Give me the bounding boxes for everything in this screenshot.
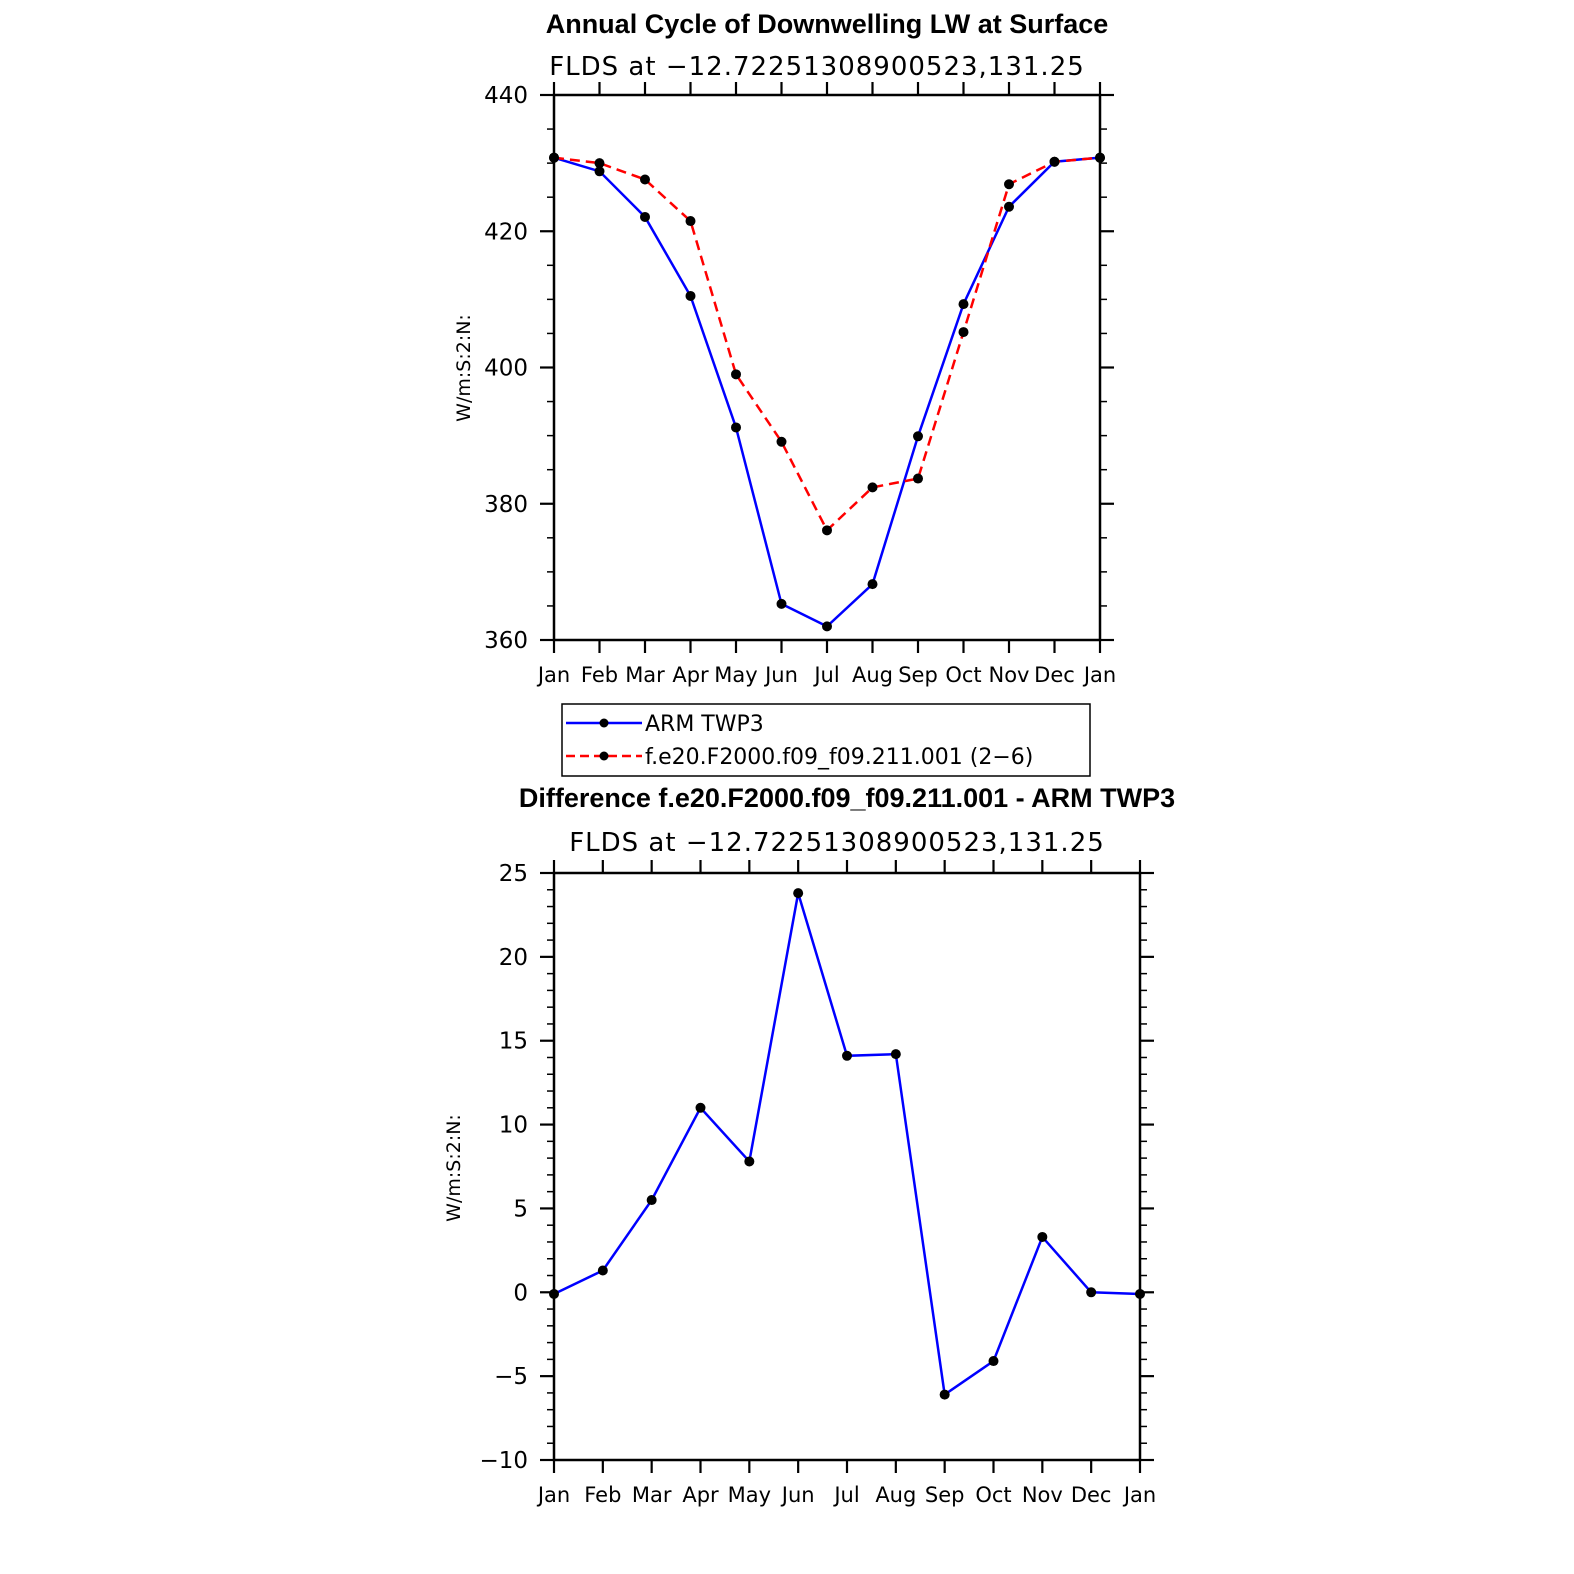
- data-point: [793, 888, 804, 899]
- data-point: [744, 1156, 755, 1167]
- x-tick-label: Feb: [581, 663, 618, 687]
- data-point: [1049, 156, 1060, 167]
- x-tick-label: Aug: [852, 663, 893, 687]
- y-tick-label: 25: [499, 861, 528, 887]
- data-point: [1135, 1288, 1145, 1299]
- data-point: [822, 525, 832, 536]
- x-tick-label: Apr: [682, 1483, 719, 1507]
- data-point: [1086, 1287, 1097, 1298]
- data-point: [822, 621, 832, 632]
- x-tick-label: Jan: [1122, 1483, 1156, 1507]
- y-tick-label: 420: [484, 219, 528, 245]
- x-tick-label: Feb: [584, 1483, 621, 1507]
- x-tick-label: Dec: [1034, 663, 1075, 687]
- plot-frame: [552, 871, 1142, 1462]
- x-tick-label: Mar: [632, 1483, 672, 1507]
- data-point: [549, 152, 559, 163]
- x-tick-label: Jan: [536, 1483, 570, 1507]
- x-tick-label: Mar: [625, 663, 665, 687]
- x-tick-label: Jun: [780, 1483, 815, 1507]
- y-tick-label: 0: [513, 1280, 528, 1306]
- data-point: [958, 299, 969, 310]
- x-tick-label: Jan: [536, 663, 570, 687]
- data-point: [913, 431, 923, 442]
- chart-subtitle: FLDS at −12.72251308900523,131.25: [569, 828, 1105, 858]
- data-point: [913, 473, 923, 484]
- y-tick-label: 380: [484, 492, 528, 518]
- x-tick-label: Aug: [875, 1483, 916, 1507]
- chart-title: Annual Cycle of Downwelling LW at Surfac…: [546, 9, 1109, 39]
- data-point: [1095, 152, 1105, 163]
- series-line: [553, 892, 1141, 1397]
- data-point: [890, 1049, 901, 1060]
- data-point: [867, 579, 878, 590]
- x-tick-label: Sep: [898, 663, 938, 687]
- data-point: [594, 166, 605, 177]
- data-point: [640, 211, 650, 222]
- x-tick-label: Oct: [945, 663, 981, 687]
- y-tick-label: 15: [499, 1029, 528, 1055]
- x-tick-label: May: [728, 1483, 771, 1507]
- legend-label-model: f.e20.F2000.f09_f09.211.001 (2−6): [645, 745, 1033, 770]
- series-line: [553, 156, 1101, 628]
- data-point: [988, 1356, 999, 1367]
- y-tick-label: −5: [494, 1364, 528, 1390]
- x-tick-label: Sep: [925, 1483, 965, 1507]
- y-tick-label: 400: [484, 356, 528, 382]
- legend-marker-arm: [599, 718, 609, 728]
- data-point: [1037, 1231, 1048, 1242]
- x-tick-label: Jul: [832, 1483, 859, 1507]
- legend: ARM TWP3 f.e20.F2000.f09_f09.211.001 (2−…: [561, 703, 1091, 777]
- data-point: [646, 1195, 657, 1206]
- y-tick-label: 10: [499, 1113, 528, 1139]
- y-axis-label: W/m:S:2:N:: [453, 314, 475, 422]
- data-point: [731, 422, 741, 433]
- x-tick-label: Apr: [672, 663, 709, 687]
- x-tick-label: Jul: [812, 663, 839, 687]
- y-tick-label: 440: [484, 83, 528, 109]
- data-point: [594, 158, 605, 169]
- y-axis-label: W/m:S:2:N:: [443, 1114, 465, 1222]
- bottom-chart: Difference f.e20.F2000.f09_f09.211.001 -…: [443, 783, 1175, 1507]
- legend-label-arm: ARM TWP3: [645, 712, 764, 737]
- legend-box: [561, 703, 1091, 777]
- x-tick-label: May: [714, 663, 757, 687]
- chart-title: Difference f.e20.F2000.f09_f09.211.001 -…: [519, 783, 1175, 813]
- data-point: [549, 1288, 559, 1299]
- data-point: [776, 436, 787, 447]
- data-point: [1004, 201, 1014, 212]
- series-line: [553, 156, 1101, 533]
- chart-subtitle: FLDS at −12.72251308900523,131.25: [549, 52, 1085, 82]
- x-tick-label: Jan: [1082, 663, 1116, 687]
- x-tick-label: Jun: [763, 663, 798, 687]
- data-point: [685, 290, 696, 301]
- data-point: [867, 482, 878, 493]
- x-tick-label: Oct: [975, 1483, 1011, 1507]
- data-point: [958, 327, 969, 338]
- x-tick-label: Nov: [1022, 1483, 1063, 1507]
- data-point: [842, 1050, 852, 1061]
- x-tick-label: Nov: [989, 663, 1030, 687]
- top-chart: Annual Cycle of Downwelling LW at Surfac…: [453, 9, 1116, 687]
- data-point: [776, 598, 787, 609]
- data-point: [731, 369, 741, 380]
- data-point: [1004, 179, 1014, 190]
- data-point: [685, 216, 696, 227]
- data-point: [939, 1389, 950, 1400]
- y-tick-label: 5: [513, 1196, 528, 1222]
- data-point: [695, 1102, 706, 1113]
- x-tick-label: Dec: [1071, 1483, 1112, 1507]
- y-tick-label: 360: [484, 628, 528, 654]
- legend-marker-model: [599, 751, 609, 761]
- data-point: [640, 174, 650, 185]
- data-point: [597, 1265, 608, 1276]
- y-tick-label: 20: [499, 945, 528, 971]
- y-tick-label: −10: [479, 1448, 528, 1474]
